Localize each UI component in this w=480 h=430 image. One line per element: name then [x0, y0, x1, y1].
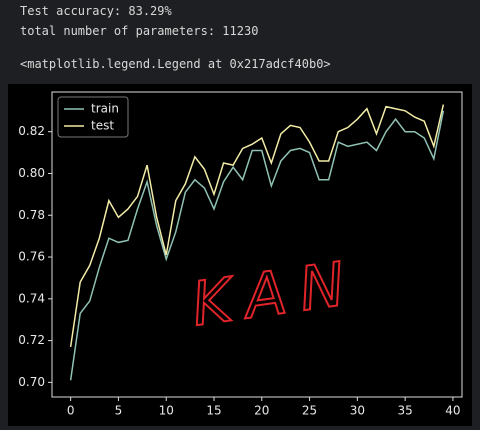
legend-label: test — [91, 119, 114, 133]
series-line — [69, 104, 445, 347]
y-tick-label: 0.82 — [18, 124, 45, 138]
x-tick-label: 15 — [206, 404, 221, 418]
x-tick-label: 40 — [445, 404, 460, 418]
figure-bg — [8, 84, 472, 426]
chart: 0 5 10 15 20 25 30 35 40 0.70 0.72 0.74 0.76 0.78 0.80… — [8, 84, 472, 426]
axes-frame — [51, 91, 463, 398]
legend-box — [57, 96, 129, 138]
x-tick-label: 10 — [159, 404, 174, 418]
y-tick-label: 0.72 — [18, 333, 45, 347]
x-tick-label: 30 — [350, 404, 365, 418]
output-line: total number of parameters: 11230 — [20, 24, 259, 38]
y-tick-label: 0.76 — [18, 250, 45, 264]
x-tick-label: 0 — [67, 404, 75, 418]
y-tick-label: 0.74 — [18, 291, 45, 305]
x-tick-label: 25 — [302, 404, 317, 418]
y-tick-label: 0.80 — [18, 166, 45, 180]
x-tick-label: 5 — [115, 404, 123, 418]
x-tick-label: 20 — [254, 404, 269, 418]
x-tick-label: 35 — [397, 404, 412, 418]
output-line: <matplotlib.legend.Legend at 0x217adcf40… — [20, 57, 331, 71]
output-line: Test accuracy: 83.29% — [20, 4, 172, 18]
series-line — [69, 110, 445, 381]
y-tick-label: 0.78 — [18, 208, 45, 222]
legend-label: train — [91, 102, 119, 116]
y-tick-label: 0.70 — [18, 375, 45, 389]
